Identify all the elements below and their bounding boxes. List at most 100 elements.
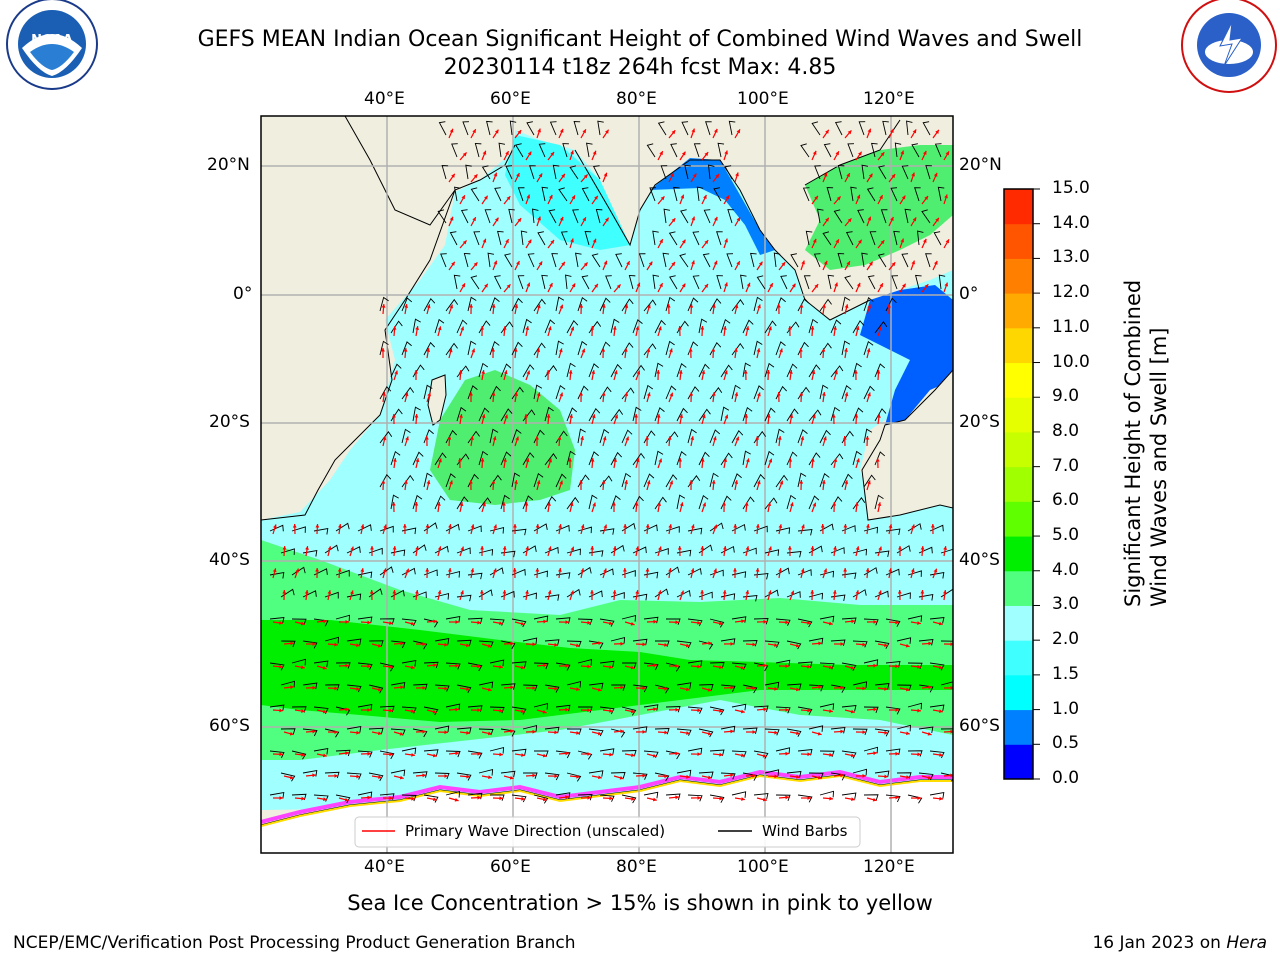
wave-direction-arrowhead xyxy=(678,458,683,462)
wave-direction-arrowhead xyxy=(911,172,915,177)
wave-direction-arrowhead xyxy=(715,174,720,178)
wave-direction-arrowhead xyxy=(799,480,804,484)
wave-direction-arrowhead xyxy=(536,480,541,485)
wind-barb xyxy=(500,590,515,598)
wave-direction-arrowhead xyxy=(389,752,393,757)
wave-direction-arrowhead xyxy=(521,796,525,801)
wave-direction-arrowhead xyxy=(510,641,514,646)
wave-direction-arrowhead xyxy=(905,687,910,692)
wave-direction-arrowhead xyxy=(620,729,624,734)
wave-direction-arrowhead xyxy=(461,283,465,288)
wind-barb xyxy=(833,209,843,224)
wave-direction-arrowhead xyxy=(785,620,789,625)
wave-direction-arrowhead xyxy=(514,304,519,308)
wind-barb xyxy=(500,363,512,378)
wave-direction-arrowhead xyxy=(701,414,706,419)
wave-direction-arrowhead xyxy=(538,173,543,178)
wind-barb xyxy=(534,750,549,757)
colorbar-swatch xyxy=(1004,258,1033,294)
wave-direction-arrowhead xyxy=(711,480,716,484)
wind-barb xyxy=(786,408,799,422)
wave-direction-arrowhead xyxy=(833,458,838,463)
wind-barb xyxy=(731,523,746,532)
wave-direction-arrowhead xyxy=(818,641,822,646)
wind-barb xyxy=(852,362,862,378)
wave-direction-arrowhead xyxy=(814,195,818,200)
wind-barb xyxy=(423,618,439,628)
wind-barb xyxy=(456,319,468,334)
wave-direction-arrowhead xyxy=(609,621,613,626)
wave-direction-arrowhead xyxy=(462,240,467,245)
wind-barb xyxy=(731,473,742,488)
wind-barb xyxy=(709,472,719,488)
lon-tick-top: 80°E xyxy=(616,89,657,109)
wind-barb xyxy=(324,728,340,738)
wave-direction-arrowhead xyxy=(823,436,827,441)
wind-barb xyxy=(368,640,384,647)
wind-barb xyxy=(850,186,857,202)
wind-barb xyxy=(819,384,829,400)
wave-direction-arrowhead xyxy=(635,590,640,594)
wave-direction-arrowhead xyxy=(532,773,536,778)
wave-direction-arrowhead xyxy=(619,775,624,780)
wave-direction-arrowhead xyxy=(745,326,750,331)
wave-direction-arrowhead xyxy=(594,283,598,288)
wind-barb xyxy=(775,428,785,444)
wind-barb xyxy=(731,703,747,711)
wave-direction-arrowhead xyxy=(890,217,894,222)
wave-direction-arrowhead xyxy=(735,172,739,177)
wind-barb xyxy=(449,231,458,246)
wave-direction-arrowhead xyxy=(807,752,811,757)
wind-barb xyxy=(858,121,866,136)
wind-barb xyxy=(401,297,413,312)
wave-direction-arrowhead xyxy=(884,730,888,735)
wind-barb xyxy=(401,428,411,444)
wave-direction-arrowhead xyxy=(795,687,800,692)
wave-direction-arrowhead xyxy=(817,731,822,736)
wave-direction-arrowhead xyxy=(944,282,949,287)
wind-barb xyxy=(643,791,659,799)
wind-barb xyxy=(515,143,524,158)
colorbar-tick-label: 11.0 xyxy=(1052,316,1090,337)
wind-barb xyxy=(896,684,912,692)
wave-direction-arrowhead xyxy=(565,707,569,712)
wind-barb xyxy=(863,428,873,444)
wind-barb xyxy=(434,452,447,466)
wave-direction-arrowhead xyxy=(591,370,596,374)
wave-direction-arrowhead xyxy=(891,262,896,267)
wind-barb xyxy=(390,589,405,598)
wave-direction-arrowhead xyxy=(576,687,580,692)
wave-direction-arrowhead xyxy=(718,621,723,626)
wave-direction-arrowhead xyxy=(796,731,800,736)
wind-barb xyxy=(720,772,736,780)
wave-direction-arrowhead xyxy=(609,796,613,801)
wave-direction-arrowhead xyxy=(762,797,767,802)
wind-barb xyxy=(588,640,604,649)
wave-direction-arrowhead xyxy=(724,238,728,243)
wind-barb xyxy=(852,320,865,334)
wind-barb xyxy=(731,791,747,798)
wind-barb xyxy=(489,341,500,356)
wave-direction-arrowhead xyxy=(658,326,662,331)
wind-barb xyxy=(544,319,556,334)
wind-barb xyxy=(522,592,537,600)
wave-direction-arrowhead xyxy=(645,568,650,572)
wave-direction-arrowhead xyxy=(289,775,294,780)
noaa-logo xyxy=(6,0,98,90)
wind-barb xyxy=(566,362,576,378)
wave-direction-arrowhead xyxy=(304,590,309,594)
wind-barb xyxy=(346,684,362,693)
wind-barb xyxy=(775,527,791,534)
colorbar-tick-label: 7.0 xyxy=(1052,455,1080,476)
wave-direction-arrowhead xyxy=(767,502,772,506)
wind-barb xyxy=(489,747,505,754)
wave-direction-arrowhead xyxy=(833,546,837,550)
wave-direction-arrowhead xyxy=(482,150,487,155)
wind-barb xyxy=(478,450,489,466)
wave-direction-arrowhead xyxy=(855,590,860,595)
wave-direction-arrowhead xyxy=(779,480,784,485)
lat-tick-right: 60°S xyxy=(959,716,1000,736)
wind-barb xyxy=(628,274,636,290)
wave-direction-arrowhead xyxy=(542,753,547,758)
wind-barb xyxy=(808,364,821,378)
